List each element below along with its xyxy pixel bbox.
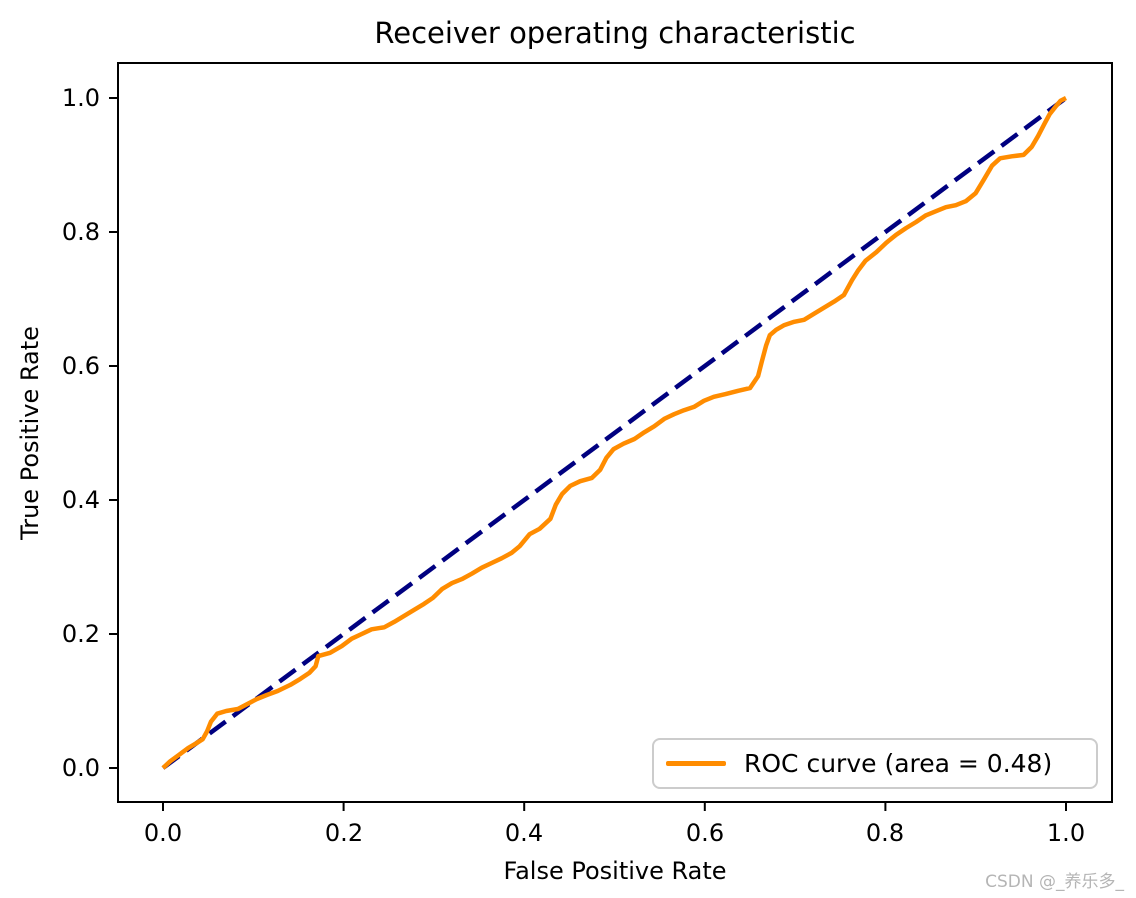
tick-marks — [109, 97, 1067, 811]
x-tick-label: 0.8 — [865, 819, 905, 847]
axes-frame — [117, 62, 1113, 803]
y-tick-label: 0.6 — [61, 352, 100, 380]
y-tick-label: 0.0 — [61, 754, 100, 782]
x-axis-label: False Positive Rate — [503, 857, 727, 885]
y-tick-label: 1.0 — [61, 84, 100, 112]
watermark: CSDN @_养乐多_ — [985, 872, 1124, 892]
chart-title: Receiver operating characteristic — [374, 16, 856, 50]
y-tick-label: 0.8 — [61, 218, 100, 246]
x-tick-label: 0.2 — [324, 819, 364, 847]
legend: ROC curve (area = 0.48) — [652, 738, 1098, 789]
series-lines — [161, 95, 1068, 770]
legend-roc-line-swatch — [666, 761, 726, 766]
x-tick-label: 1.0 — [1046, 819, 1086, 847]
y-tick-label: 0.4 — [61, 486, 100, 514]
x-tick-label: 0.0 — [143, 819, 183, 847]
x-tick-label: 0.6 — [685, 819, 725, 847]
x-tick-label: 0.4 — [504, 819, 544, 847]
legend-label: ROC curve (area = 0.48) — [744, 749, 1053, 778]
y-tick-label: 0.2 — [61, 620, 100, 648]
y-axis-label: True Positive Rate — [16, 326, 44, 540]
